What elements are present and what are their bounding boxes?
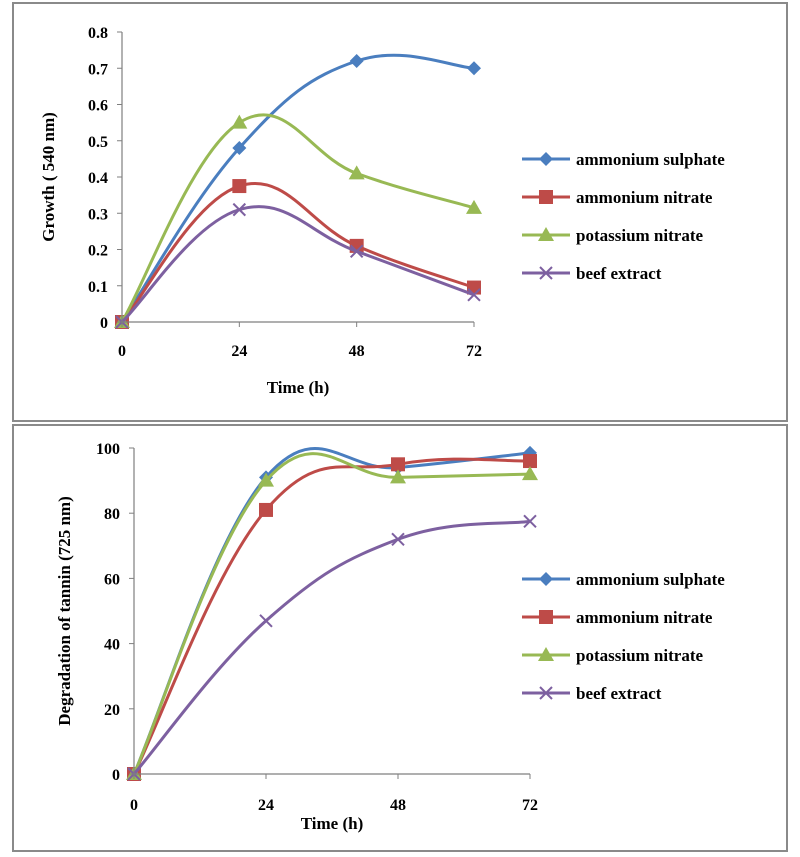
data-point [523, 445, 537, 460]
series-1 [115, 179, 481, 329]
y-tick-label: 100 [96, 441, 120, 458]
y-tick-label: 0.4 [88, 170, 108, 187]
data-point [391, 457, 405, 472]
data-point [231, 114, 248, 129]
legend: ammonium sulphate ammonium nitrate potassi… [522, 570, 725, 703]
data-point [349, 54, 364, 68]
y-tick-label: 0.3 [88, 206, 108, 223]
legend: ammonium sulphate ammonium nitrate potassi… [522, 150, 725, 283]
x-tick-label: 24 [258, 797, 274, 814]
x-tick-label: 72 [522, 797, 538, 814]
x-tick-label: 48 [349, 343, 365, 360]
legend-marker [539, 266, 553, 280]
series-line [132, 452, 531, 775]
legend-marker [539, 610, 553, 624]
growth-chart: 0 0.1 0.2 0.3 0.4 0.5 0.6 0.7 0.8 0 24 48 72 Time (h… [39, 25, 725, 397]
legend-item: potassium nitrate [522, 646, 703, 665]
legend-item: beef extract [522, 684, 662, 703]
legend-label: ammonium nitrate [576, 608, 713, 627]
series-line [132, 447, 531, 775]
y-tick-label: 80 [104, 506, 120, 523]
x-axis-title: Time (h) [267, 378, 330, 397]
data-point [232, 179, 247, 194]
data-point [523, 514, 537, 529]
legend-marker [539, 686, 553, 700]
series-0 [127, 445, 537, 781]
y-tick-label: 0.6 [88, 98, 108, 115]
legend-marker [539, 152, 553, 166]
y-tick-label: 0.5 [88, 134, 108, 151]
data-point [466, 199, 482, 214]
series-line [120, 53, 475, 323]
data-point [349, 244, 364, 259]
data-point [259, 502, 273, 517]
data-point [467, 288, 481, 302]
y-tick-label: 0.8 [88, 25, 108, 42]
x-tick-label: 0 [130, 797, 138, 814]
legend-item: potassium nitrate [522, 226, 703, 245]
y-tick-label: 20 [104, 702, 120, 719]
legend-item: ammonium nitrate [522, 608, 713, 627]
tannin-degradation-chart: 0 20 40 60 80 100 0 24 48 72 Time (h) Degradation… [55, 441, 725, 833]
y-tick-label: 0 [100, 315, 108, 332]
x-tick-label: 48 [390, 797, 406, 814]
series-line [120, 113, 475, 323]
series-0 [115, 53, 481, 329]
x-axis-title: Time (h) [301, 814, 364, 833]
legend-label: beef extract [576, 264, 662, 283]
data-point [258, 472, 274, 487]
y-tick-label: 0.2 [88, 243, 108, 260]
legend-label: ammonium nitrate [576, 188, 713, 207]
series-line [120, 205, 475, 324]
data-point [523, 454, 537, 469]
y-axis-title: Growth ( 540 nm) [39, 112, 58, 242]
series-line [120, 182, 475, 323]
y-tick-label: 0.1 [88, 279, 108, 296]
tannin-chart-panel: 0 20 40 60 80 100 0 24 48 72 Time (h) Degradation… [12, 424, 788, 852]
legend-label: potassium nitrate [576, 646, 703, 665]
data-point [232, 202, 247, 217]
legend-item: ammonium nitrate [522, 188, 713, 207]
x-tick-label: 0 [118, 343, 126, 360]
series-2 [126, 452, 538, 780]
x-tick-label: 24 [231, 343, 247, 360]
growth-chart-panel: 0 0.1 0.2 0.3 0.4 0.5 0.6 0.7 0.8 0 24 48 72 Time (h… [12, 2, 788, 422]
legend-label: ammonium sulphate [576, 570, 725, 589]
y-tick-label: 40 [104, 637, 120, 654]
legend-item: ammonium sulphate [522, 150, 725, 169]
y-tick-label: 60 [104, 571, 120, 588]
series-line [132, 457, 531, 775]
series-1 [127, 454, 537, 781]
y-tick-label: 0 [112, 767, 120, 784]
data-point [467, 61, 481, 76]
series-line [132, 519, 531, 775]
data-point [259, 614, 273, 628]
legend-item: beef extract [522, 264, 662, 283]
data-point [390, 469, 406, 484]
data-point [348, 165, 365, 180]
legend-marker [538, 227, 554, 241]
legend-label: ammonium sulphate [576, 150, 725, 169]
legend-label: potassium nitrate [576, 226, 703, 245]
data-point [522, 466, 538, 481]
legend-label: beef extract [576, 684, 662, 703]
data-point [232, 141, 247, 155]
legend-item: ammonium sulphate [522, 570, 725, 589]
y-axis-title: Degradation of tannin (725 nm) [55, 496, 74, 726]
legend-marker [539, 572, 553, 586]
x-tick-label: 72 [466, 343, 482, 360]
y-tick-label: 0.7 [88, 61, 108, 78]
legend-marker [539, 190, 553, 204]
data-point [391, 532, 405, 546]
legend-marker [538, 647, 554, 661]
series-2 [114, 113, 482, 328]
